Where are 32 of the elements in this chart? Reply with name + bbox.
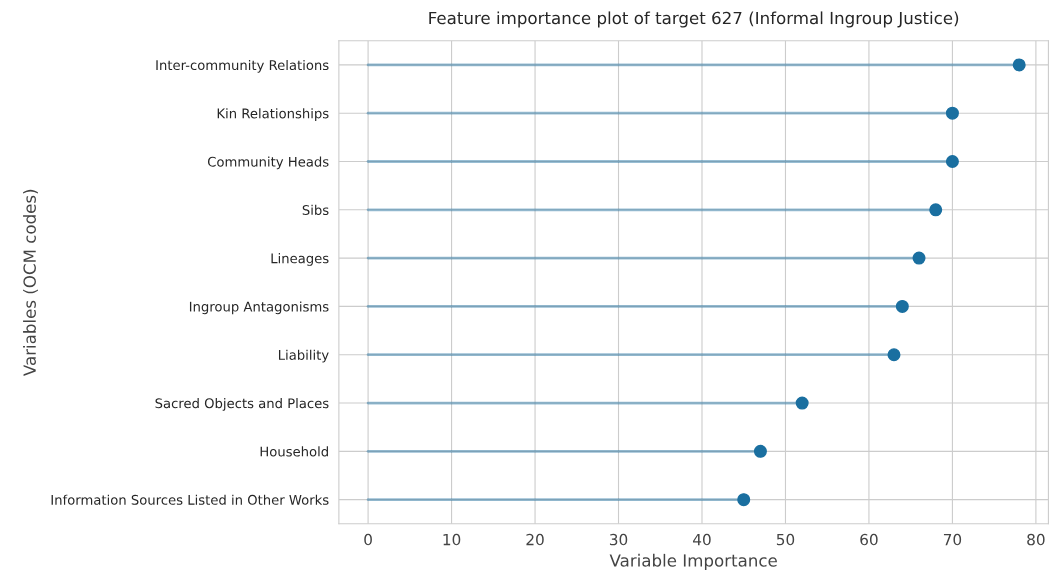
x-axis-title: Variable Importance: [609, 553, 777, 570]
x-tick-label: 0: [364, 533, 372, 546]
point: [887, 348, 901, 362]
y-tick-label: Community Heads: [207, 156, 329, 170]
y-tick-label: Ingroup Antagonisms: [189, 301, 329, 315]
point: [753, 444, 767, 458]
y-tick-label: Sacred Objects and Places: [155, 398, 329, 411]
x-tick-label: 80: [1027, 533, 1045, 546]
point: [912, 251, 926, 265]
point: [945, 106, 959, 120]
point: [737, 493, 751, 507]
point: [895, 299, 909, 313]
x-tick-label: 70: [943, 533, 962, 546]
y-tick-label: Sibs: [302, 204, 329, 216]
x-tick-label: 20: [526, 533, 544, 546]
y-tick-label: Information Sources Listed in Other Works: [51, 494, 329, 505]
chart-title: Feature importance plot of target 627 (Informal Ingroup Justice): [429, 11, 959, 28]
y-axis-title: Variables (OCM codes): [23, 189, 38, 377]
point: [929, 203, 943, 217]
point: [1012, 58, 1026, 72]
y-tick-label: Lineages: [271, 253, 329, 266]
x-tick-label: 40: [693, 533, 711, 546]
y-tick-label: Household: [260, 446, 328, 457]
x-tick-label: 30: [609, 533, 628, 546]
y-tick-label: Liability: [278, 349, 329, 363]
y-tick-label: Kin Relationships: [217, 108, 329, 121]
x-tick-label: 50: [776, 533, 795, 546]
point: [795, 396, 809, 410]
x-tick-label: 10: [443, 533, 461, 546]
x-tick-label: 60: [860, 533, 878, 546]
point: [945, 155, 959, 169]
y-tick-label: Inter-community Relations: [156, 59, 329, 73]
